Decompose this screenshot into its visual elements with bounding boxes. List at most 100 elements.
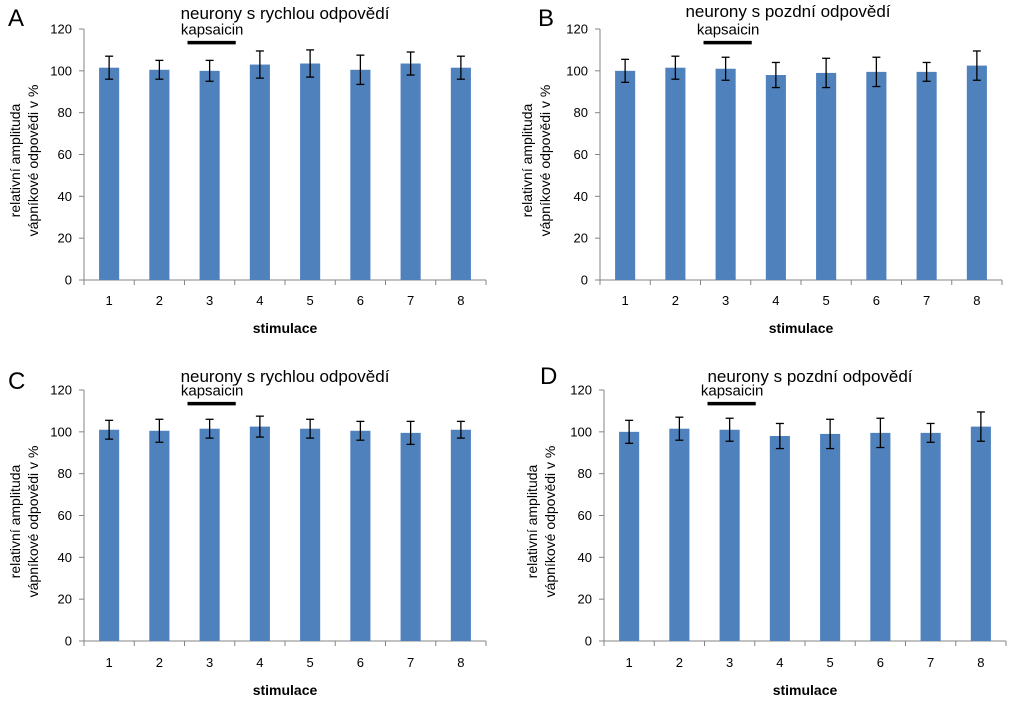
y-axis-label-line2: vápníkové odpovědi v %: [537, 85, 553, 237]
y-axis-label-line1: relativní amplituda: [519, 103, 535, 217]
bar: [400, 63, 421, 281]
x-tick-label: 4: [772, 293, 779, 308]
bar: [870, 432, 891, 641]
x-tick-label: 3: [726, 655, 733, 670]
y-tick-label: 120: [566, 22, 588, 37]
x-axis-label: stimulace: [253, 682, 318, 698]
x-tick-label: 5: [307, 293, 314, 308]
y-tick-label: 60: [578, 508, 592, 523]
x-tick-label: 7: [407, 655, 414, 670]
chart-title: neurony s rychlou odpovědí: [181, 4, 390, 23]
bar: [619, 431, 640, 641]
y-tick-label: 0: [581, 273, 588, 288]
bar: [99, 429, 120, 641]
y-tick-label: 80: [578, 466, 592, 481]
x-tick-label: 7: [927, 655, 934, 670]
y-tick-label: 20: [578, 592, 592, 607]
y-tick-label: 100: [566, 63, 588, 78]
bar: [450, 429, 471, 641]
bar: [99, 67, 120, 280]
bar: [970, 426, 991, 641]
y-axis-label-line1: relativní amplituda: [524, 464, 540, 578]
y-tick-label: 20: [574, 231, 588, 246]
y-axis-label-line2: vápníkové odpovědi v %: [25, 85, 41, 237]
y-tick-label: 120: [50, 22, 72, 37]
treatment-label: kapsaicin: [181, 22, 244, 39]
y-tick-label: 120: [570, 383, 592, 398]
panel-letter: C: [8, 368, 25, 395]
treatment-label: kapsaicin: [697, 22, 760, 39]
x-tick-label: 1: [626, 655, 633, 670]
y-tick-label: 60: [574, 147, 588, 162]
y-tick-label: 80: [58, 105, 72, 120]
x-tick-label: 7: [923, 293, 930, 308]
x-tick-label: 4: [776, 655, 783, 670]
bar: [350, 430, 371, 641]
bar: [400, 432, 421, 641]
y-tick-label: 40: [578, 550, 592, 565]
bar: [715, 68, 736, 280]
y-tick-label: 100: [50, 63, 72, 78]
bar: [249, 426, 270, 641]
panel-letter: B: [538, 5, 554, 32]
bar: [149, 430, 170, 641]
bar: [719, 429, 740, 641]
y-tick-label: 40: [58, 550, 72, 565]
bar: [350, 69, 371, 280]
bar: [300, 428, 321, 641]
chart-title: neurony s pozdní odpovědí: [685, 2, 890, 21]
bar: [199, 70, 220, 280]
y-tick-label: 40: [574, 189, 588, 204]
x-tick-label: 4: [256, 293, 263, 308]
x-axis-label: stimulace: [769, 320, 834, 336]
x-tick-label: 1: [106, 293, 113, 308]
x-tick-label: 8: [977, 655, 984, 670]
bar: [820, 433, 841, 641]
y-tick-label: 100: [570, 424, 592, 439]
bar: [916, 71, 937, 280]
y-tick-label: 120: [50, 383, 72, 398]
x-tick-label: 1: [622, 293, 629, 308]
x-tick-label: 5: [827, 655, 834, 670]
chart-title: neurony s rychlou odpovědí: [181, 367, 390, 386]
y-tick-label: 0: [585, 634, 592, 649]
x-tick-label: 4: [256, 655, 263, 670]
x-axis-label: stimulace: [773, 682, 838, 698]
x-tick-label: 3: [722, 293, 729, 308]
panel-letter: A: [8, 5, 24, 32]
x-tick-label: 6: [357, 655, 364, 670]
bar: [816, 72, 837, 280]
x-tick-label: 8: [457, 293, 464, 308]
x-tick-label: 7: [407, 293, 414, 308]
treatment-label: kapsaicin: [701, 383, 764, 400]
y-axis-label-line1: relativní amplituda: [7, 464, 23, 578]
bar: [920, 432, 941, 641]
x-tick-label: 2: [672, 293, 679, 308]
bar: [669, 428, 690, 641]
panel-letter: D: [540, 363, 557, 390]
y-axis-label-line1: relativní amplituda: [7, 103, 23, 217]
bar: [450, 67, 471, 280]
x-tick-label: 2: [156, 293, 163, 308]
x-tick-label: 3: [206, 655, 213, 670]
y-tick-label: 80: [574, 105, 588, 120]
x-tick-label: 6: [357, 293, 364, 308]
x-tick-label: 1: [106, 655, 113, 670]
y-tick-label: 80: [58, 466, 72, 481]
y-tick-label: 20: [58, 231, 72, 246]
bar: [615, 70, 636, 280]
x-tick-label: 2: [156, 655, 163, 670]
y-tick-label: 60: [58, 147, 72, 162]
y-axis-label-line2: vápníkové odpovědi v %: [542, 446, 558, 598]
x-tick-label: 5: [823, 293, 830, 308]
bar: [199, 428, 220, 641]
x-tick-label: 5: [307, 655, 314, 670]
x-tick-label: 8: [457, 655, 464, 670]
bar: [665, 67, 686, 280]
bar: [149, 69, 170, 280]
